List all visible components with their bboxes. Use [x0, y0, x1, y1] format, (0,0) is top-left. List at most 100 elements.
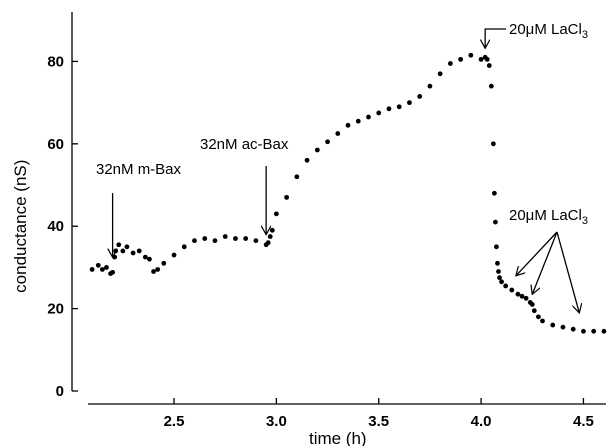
data-point — [265, 240, 271, 246]
data-point — [531, 308, 537, 314]
y-tick-label: 40 — [47, 218, 64, 235]
data-point — [496, 269, 501, 274]
data-point — [171, 252, 177, 258]
data-point — [95, 262, 101, 268]
x-tick-label: 3.5 — [368, 413, 389, 430]
data-point — [560, 324, 566, 330]
data-point — [116, 242, 122, 248]
data-point — [396, 104, 402, 110]
data-point — [212, 238, 218, 244]
data-point — [192, 238, 197, 244]
data-point — [458, 56, 464, 62]
data-point — [335, 131, 341, 136]
data-point — [499, 279, 504, 285]
data-point — [294, 174, 300, 180]
annotation-lacl3-bottom-label: 20μM LaCl3 — [509, 207, 588, 227]
data-point — [124, 244, 130, 250]
data-point — [222, 234, 228, 239]
data-point — [345, 122, 351, 128]
y-axis-title: conductance (nS) — [11, 160, 30, 293]
data-point — [304, 157, 310, 163]
data-point — [386, 106, 392, 112]
x-ticks: 2.5 3.0 3.5 4.0 4.5 — [164, 398, 594, 430]
annotations: 32nM m-Bax 32nM ac-Bax 20μM LaCl3 20μM LaCl… — [96, 21, 588, 313]
data-point — [253, 238, 259, 244]
data-point — [284, 194, 290, 200]
data-point — [269, 227, 275, 233]
data-point — [491, 190, 497, 196]
y-tick-label: 60 — [47, 136, 64, 153]
data-point — [550, 322, 556, 328]
y-tick-label: 0 — [56, 383, 64, 400]
data-point — [202, 236, 208, 241]
annotation-lacl3-top-arrow — [485, 28, 506, 48]
y-tick-label: 20 — [47, 301, 64, 318]
data-point — [267, 234, 273, 239]
annotation-lacl3-bottom-arrow — [532, 231, 558, 294]
data-point — [273, 211, 279, 217]
data-point — [495, 260, 500, 266]
x-tick-label: 3.0 — [266, 413, 287, 430]
data-point — [427, 83, 433, 89]
data-point — [488, 83, 494, 89]
data-point — [136, 248, 142, 254]
data-point — [523, 295, 529, 301]
data-point — [110, 269, 116, 275]
annotation-m-bax-label: 32nM m-Bax — [96, 161, 182, 178]
data-point — [366, 114, 371, 120]
x-axis-title: time (h) — [309, 429, 367, 446]
data-point — [376, 110, 382, 116]
data-point — [570, 326, 576, 332]
axes: 2.5 3.0 3.5 4.0 4.5 0 20 40 60 80 time (h) condu… — [11, 12, 606, 446]
data-point — [494, 244, 499, 250]
data-point — [601, 328, 607, 334]
data-point — [314, 147, 320, 153]
data-point — [509, 287, 515, 293]
data-point — [447, 61, 453, 66]
annotation-lacl3-bottom-arrow — [556, 231, 579, 313]
data-point — [497, 275, 502, 281]
x-tick-label: 2.5 — [164, 413, 185, 430]
data-point — [468, 52, 474, 58]
data-point — [484, 56, 490, 62]
data-point — [155, 267, 161, 272]
data-point — [536, 314, 541, 320]
data-point — [89, 267, 95, 272]
plot-area — [89, 52, 607, 334]
y-ticks: 0 20 40 60 80 — [47, 53, 78, 400]
data-point — [233, 236, 238, 241]
data-point — [325, 139, 330, 145]
data-point — [486, 63, 492, 68]
annotation-lacl3-top-label: 20μM LaCl3 — [509, 21, 588, 41]
data-point — [515, 291, 521, 297]
y-tick-label: 80 — [47, 53, 64, 70]
data-point — [437, 71, 443, 77]
data-point — [503, 283, 509, 289]
data-point — [529, 302, 535, 307]
data-point — [161, 260, 167, 266]
data-point — [519, 293, 525, 299]
data-point — [113, 248, 119, 254]
data-point — [407, 100, 412, 106]
data-point — [540, 318, 545, 324]
x-tick-label: 4.5 — [573, 413, 594, 430]
data-point — [130, 250, 136, 256]
data-point — [151, 269, 156, 274]
data-point — [99, 267, 105, 272]
data-point — [355, 118, 361, 124]
data-point — [243, 236, 249, 241]
data-point — [478, 56, 484, 62]
data-point — [142, 254, 148, 260]
x-tick-label: 4.0 — [471, 413, 492, 430]
data-point — [147, 256, 152, 262]
data-point — [493, 219, 498, 225]
data-point — [181, 244, 187, 250]
data-point — [591, 328, 597, 334]
data-point — [120, 248, 126, 254]
data-point — [417, 94, 423, 99]
annotation-ac-bax-label: 32nM ac-Bax — [200, 136, 289, 153]
data-point — [581, 328, 586, 334]
data-point — [104, 265, 109, 270]
annotation-lacl3-bottom-arrow — [516, 231, 558, 276]
